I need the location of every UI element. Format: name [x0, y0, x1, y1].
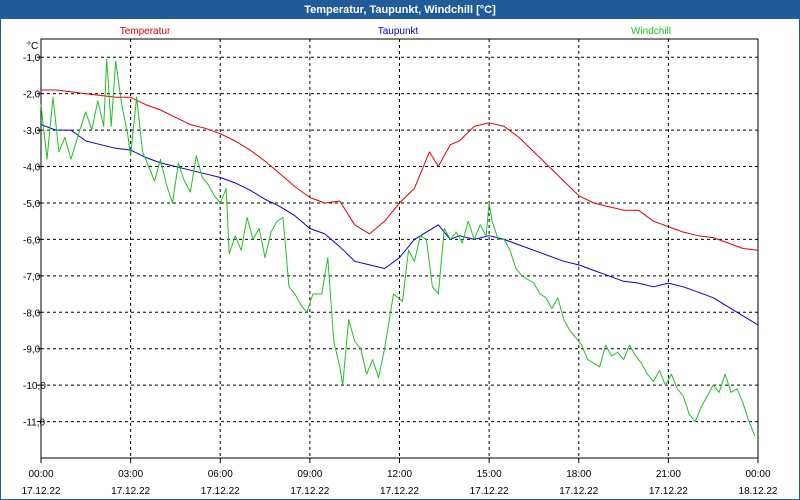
data-series [40, 58, 759, 437]
series-line-windchill [40, 58, 756, 437]
series-line-temperatur [41, 89, 759, 251]
x-tick-time-label: 21:00 [656, 469, 681, 480]
series-line-taupunkt [40, 124, 759, 326]
y-tick-label: -9,0 [23, 345, 41, 356]
x-tick-time-label: 15:00 [477, 469, 502, 480]
x-tick-time-label: 18:00 [566, 469, 591, 480]
x-tick-date-label: 17.12.22 [111, 486, 150, 497]
window-title: Temperatur, Taupunkt, Windchill [°C] [1, 1, 799, 19]
y-axis-label: °C [27, 41, 38, 52]
y-tick-label: -8,0 [23, 308, 41, 319]
y-tick-label: -6,0 [23, 235, 41, 246]
y-tick-label: -7,0 [23, 272, 41, 283]
x-tick-time-label: 12:00 [387, 469, 412, 480]
x-axis-ticks: 00:00 17.12.22 03:00 17.12.22 06:00 17.12.22 0… [22, 458, 778, 497]
grid-lines [41, 39, 758, 458]
y-axis-ticks: -1,0 -2,0 -3,0 -4,0 -5,0 -6,0 -7,0 -8,0 -9,0 -10,… [23, 53, 46, 428]
y-tick-label: -11,0 [23, 418, 45, 429]
x-tick-date-label: 17.12.22 [22, 486, 61, 497]
x-tick-date-label: 17.12.22 [559, 486, 598, 497]
y-tick-label: -1,0 [23, 53, 41, 64]
x-tick-date-label: 17.12.22 [290, 486, 329, 497]
x-tick-time-label: 09:00 [297, 469, 322, 480]
x-tick-date-label: 17.12.22 [649, 486, 688, 497]
y-tick-label: -4,0 [23, 163, 41, 174]
legend-label-temperatur: Temperatur [120, 26, 171, 37]
y-tick-label: -2,0 [23, 90, 41, 101]
x-tick-date-label: 17.12.22 [470, 486, 509, 497]
y-tick-label: -10,0 [23, 381, 46, 392]
legend-label-windchill: Windchill [631, 26, 671, 37]
y-tick-label: -5,0 [23, 199, 41, 210]
legend-label-taupunkt: Taupunkt [378, 26, 419, 37]
x-tick-time-label: 00:00 [745, 469, 770, 480]
x-tick-date-label: 18.12.22 [739, 486, 778, 497]
x-tick-time-label: 00:00 [28, 469, 53, 480]
x-tick-time-label: 06:00 [208, 469, 233, 480]
y-tick-label: -3,0 [23, 126, 41, 137]
x-tick-time-label: 03:00 [118, 469, 143, 480]
legend: Temperatur Taupunkt Windchill [120, 26, 671, 37]
x-tick-date-label: 17.12.22 [201, 486, 240, 497]
x-tick-date-label: 17.12.22 [380, 486, 419, 497]
